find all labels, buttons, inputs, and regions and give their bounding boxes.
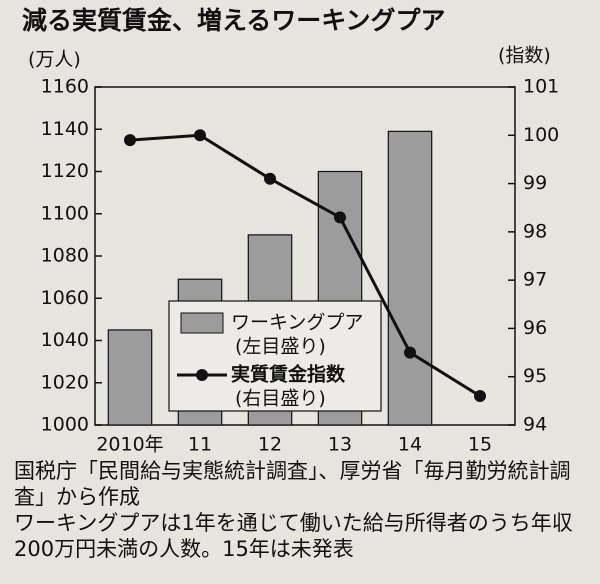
y2-tick-label: 99	[523, 172, 547, 194]
y-tick-label: 1060	[41, 287, 89, 309]
x-tick-label: 2010年	[96, 434, 163, 456]
legend-swatch	[196, 369, 208, 381]
y-tick-label: 1100	[41, 202, 89, 224]
x-tick-label: 13	[328, 434, 352, 456]
y2-tick-label: 98	[523, 220, 547, 242]
line-marker	[194, 129, 206, 142]
y2-tick-label: 101	[523, 76, 559, 98]
legend-label: 実質賃金指数	[231, 363, 346, 386]
line-marker	[474, 390, 486, 403]
y-tick-label: 1080	[41, 245, 89, 267]
y2-tick-label: 97	[523, 269, 547, 291]
y2-tick-label: 100	[523, 124, 559, 146]
x-tick-label: 12	[258, 434, 282, 456]
line-marker	[124, 134, 136, 147]
y2-tick-label: 94	[523, 414, 547, 436]
y-tick-label: 1000	[41, 414, 89, 436]
line	[129, 133, 481, 398]
y2-tick-label: 95	[523, 365, 547, 387]
bar	[107, 329, 153, 426]
x-tick-label: 11	[188, 434, 212, 456]
y-tick-label: 1140	[41, 118, 89, 140]
y2-axis-label: (指数)	[498, 45, 551, 67]
legend-note: (右目盛り)	[235, 388, 326, 410]
y-tick-label: 1020	[41, 371, 89, 393]
line-marker	[334, 211, 346, 224]
notes: 国税庁「民間給与実態統計調査」、厚労省「毎月勤労統計調査」から作成 ワーキングプ…	[14, 458, 594, 562]
legend-note: (左目盛り)	[235, 336, 326, 358]
chart-title: 減る実質賃金、増えるワーキングプア	[22, 6, 446, 35]
x-tick-label: 15	[468, 434, 492, 456]
line-marker	[264, 172, 276, 185]
y-tick-label: 1160	[41, 76, 89, 98]
y-axis-label: (万人)	[28, 49, 81, 71]
note: 国税庁「民間給与実態統計調査」、厚労省「毎月勤労統計調査」から作成	[14, 459, 571, 509]
y-tick-label: 1120	[41, 160, 89, 182]
chart: 減る実質賃金、増えるワーキングプア (万人) (指数) 1000 1020 1040…	[22, 6, 559, 456]
line-marker	[404, 346, 416, 359]
x-tick-label: 14	[398, 434, 422, 456]
bar	[387, 130, 433, 426]
legend-swatch	[180, 312, 224, 334]
y2-tick-label: 96	[523, 317, 547, 339]
legend-label: ワーキングプア	[231, 312, 363, 334]
note: ワーキングプアは1年を通じて働いた給与所得者のうち年収200万円未満の人数。15…	[14, 511, 573, 561]
y-tick-label: 1040	[41, 329, 89, 351]
